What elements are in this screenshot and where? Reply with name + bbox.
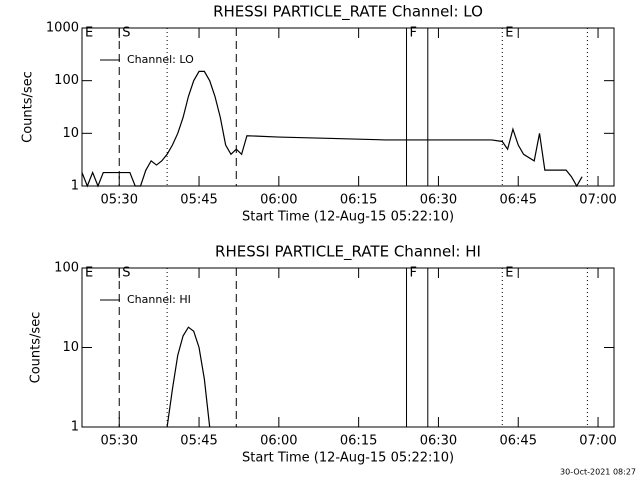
timestamp: 30-Oct-2021 08:27 xyxy=(560,468,636,477)
chart-title: RHESSI PARTICLE_RATE Channel: LO xyxy=(213,3,483,22)
marker-label: E xyxy=(505,26,513,41)
x-tick-label: 05:45 xyxy=(180,193,217,208)
marker-label: E xyxy=(85,26,93,41)
x-tick-label: 07:00 xyxy=(579,193,616,208)
marker-label: S xyxy=(122,266,130,281)
y-axis-label: Counts/sec xyxy=(21,71,36,143)
y-tick-label: 10 xyxy=(62,340,79,355)
x-tick-label: 05:30 xyxy=(101,193,138,208)
data-line xyxy=(81,70,583,188)
x-tick-label: 07:00 xyxy=(579,434,616,449)
marker-label: S xyxy=(122,26,130,41)
x-tick-label: 06:00 xyxy=(260,434,297,449)
x-tick-label: 06:45 xyxy=(500,434,537,449)
y-tick-label: 10 xyxy=(62,126,79,141)
legend-label: Channel: LO xyxy=(127,53,194,66)
marker-label: E xyxy=(505,266,513,281)
y-tick-label: 1 xyxy=(71,179,79,194)
x-tick-label: 05:45 xyxy=(180,434,217,449)
x-axis-label: Start Time (12-Aug-15 05:22:10) xyxy=(242,210,454,225)
x-tick-label: 06:30 xyxy=(420,434,457,449)
x-tick-label: 06:30 xyxy=(420,193,457,208)
y-tick-label: 1 xyxy=(71,420,79,435)
legend-label: Channel: HI xyxy=(127,293,191,306)
y-tick-label: 1000 xyxy=(46,21,79,36)
x-tick-label: 06:00 xyxy=(260,193,297,208)
x-tick-label: 06:45 xyxy=(500,193,537,208)
marker-label: F xyxy=(410,266,417,281)
plot-frame xyxy=(81,27,615,187)
plot-frame xyxy=(81,267,615,428)
x-axis-label: Start Time (12-Aug-15 05:22:10) xyxy=(242,451,454,466)
x-tick-label: 05:30 xyxy=(101,434,138,449)
x-tick-label: 06:15 xyxy=(340,434,377,449)
chart-title: RHESSI PARTICLE_RATE Channel: HI xyxy=(215,243,481,262)
y-tick-label: 100 xyxy=(54,261,79,276)
y-axis-label: Counts/sec xyxy=(29,312,44,384)
data-line xyxy=(166,326,211,428)
marker-label: F xyxy=(410,26,417,41)
x-tick-label: 06:15 xyxy=(340,193,377,208)
y-tick-label: 100 xyxy=(54,73,79,88)
marker-label: E xyxy=(85,266,93,281)
